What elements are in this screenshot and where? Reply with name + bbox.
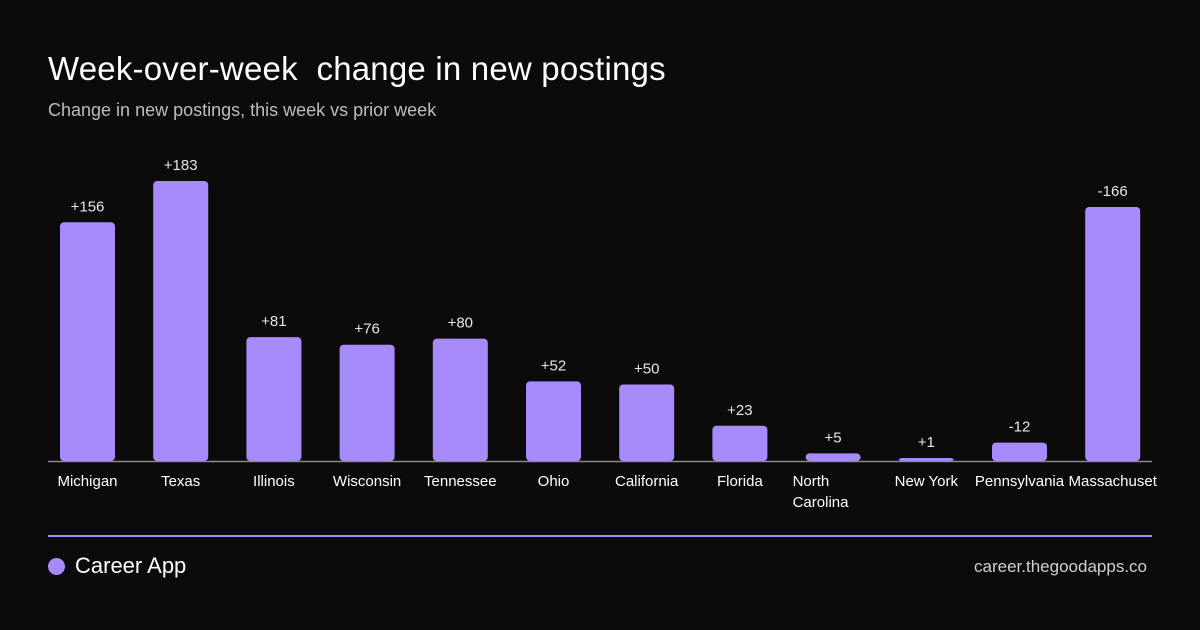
bar-value-label: +1 [918, 434, 935, 451]
bar [153, 181, 209, 461]
bar [339, 344, 395, 461]
bar [992, 442, 1047, 461]
x-tick-label: Tennessee [424, 473, 497, 490]
bar-value-label: +156 [71, 198, 105, 215]
x-tick-label: New York [895, 473, 959, 490]
bar-value-label: +183 [164, 157, 198, 174]
bar-value-label: +23 [727, 402, 752, 419]
bar [246, 337, 302, 461]
footer-divider [48, 535, 1152, 537]
brand-dot-icon [48, 557, 65, 575]
x-tick-label: Texas [161, 473, 200, 490]
site-url: career.thegoodapps.co [974, 557, 1147, 576]
chart-subtitle: Change in new postings, this week vs pri… [48, 100, 437, 120]
bar [805, 453, 861, 461]
bar [1085, 207, 1141, 461]
bar [60, 222, 115, 461]
x-tick-label: Florida [717, 473, 764, 490]
x-tick-label: California [615, 473, 679, 490]
bar [712, 425, 768, 461]
bar-value-label: +80 [448, 315, 473, 332]
x-tick-label: Massachuset [1069, 473, 1158, 490]
bar [526, 381, 581, 461]
bar-value-label: +52 [541, 357, 566, 374]
bar-chart: +156 Michigan +183 Texas +81 Illinois +76 Wisco… [48, 157, 1158, 511]
x-tick-label: North Carolina [793, 473, 850, 511]
bar [432, 338, 488, 461]
chart-title: Week-over-week change in new postings [48, 50, 666, 87]
x-tick-label: Pennsylvania [975, 473, 1065, 490]
bar-value-label: +76 [354, 321, 379, 338]
brand: Career App [48, 553, 186, 579]
x-tick-label: Illinois [253, 473, 295, 490]
bar-value-label: +50 [634, 360, 659, 377]
bar [898, 458, 954, 461]
x-tick-label: Ohio [538, 473, 570, 490]
bar-value-label: -12 [1009, 419, 1031, 436]
bar-value-label: -166 [1098, 183, 1128, 200]
x-tick-label: Michigan [57, 473, 117, 490]
bar-value-label: +81 [261, 313, 286, 330]
brand-name: Career App [75, 553, 187, 578]
x-tick-label: Wisconsin [333, 473, 401, 490]
bar [619, 384, 675, 461]
bar-value-label: +5 [825, 429, 842, 446]
